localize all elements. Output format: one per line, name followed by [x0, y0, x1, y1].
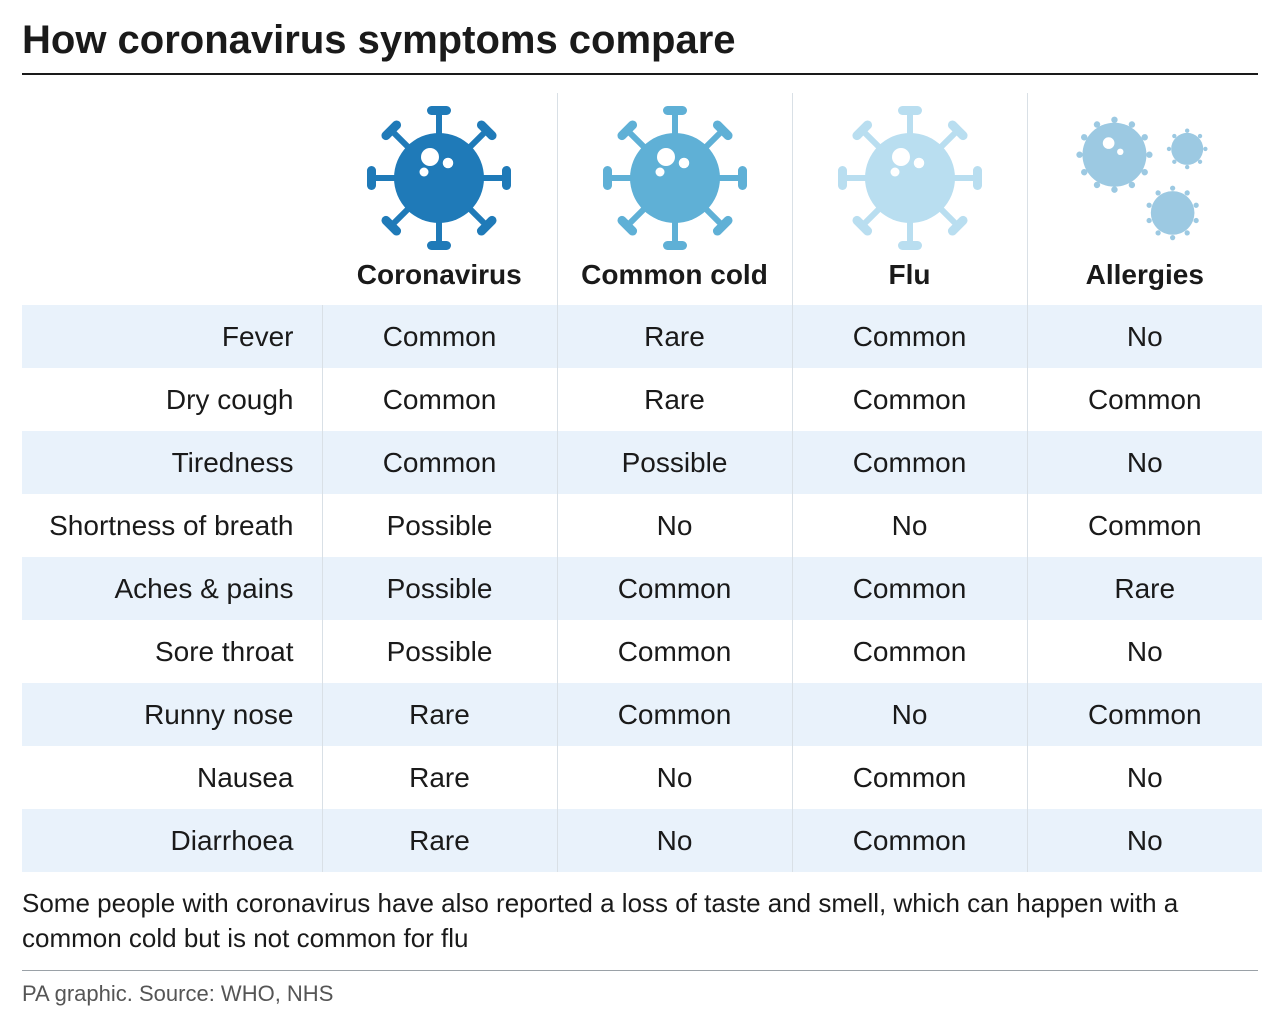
cell-value: Possible: [557, 431, 792, 494]
cell-value: Common: [1027, 683, 1262, 746]
table-row: TirednessCommonPossibleCommonNo: [22, 431, 1262, 494]
pollen-cluster-icon: [1034, 103, 1257, 253]
cell-value: No: [1027, 809, 1262, 872]
cell-value: Common: [557, 620, 792, 683]
cell-value: Common: [792, 746, 1027, 809]
table-row: Dry coughCommonRareCommonCommon: [22, 368, 1262, 431]
virus-icon: [564, 103, 786, 253]
column-label: Coronavirus: [328, 259, 551, 291]
cell-value: No: [1027, 620, 1262, 683]
footnote: Some people with coronavirus have also r…: [22, 886, 1258, 956]
table-row: Aches & painsPossibleCommonCommonRare: [22, 557, 1262, 620]
cell-value: Rare: [557, 368, 792, 431]
infographic-frame: How coronavirus symptoms compare: [0, 0, 1280, 1017]
table-row: Runny noseRareCommonNoCommon: [22, 683, 1262, 746]
cell-value: Common: [1027, 368, 1262, 431]
cell-value: No: [1027, 431, 1262, 494]
cell-value: Possible: [322, 557, 557, 620]
cell-value: No: [557, 746, 792, 809]
virus-cluster-icon: [1065, 103, 1225, 253]
symptom-label: Aches & pains: [22, 557, 322, 620]
table-header-row: Coronavirus: [22, 93, 1262, 305]
column-label: Common cold: [564, 259, 786, 291]
table-row: Shortness of breathPossibleNoNoCommon: [22, 494, 1262, 557]
cell-value: Rare: [322, 746, 557, 809]
symptom-label: Nausea: [22, 746, 322, 809]
cell-value: Common: [1027, 494, 1262, 557]
cell-value: Common: [792, 620, 1027, 683]
virus-large-icon: [364, 103, 514, 253]
cell-value: Common: [322, 368, 557, 431]
virus-icon: [799, 103, 1021, 253]
cell-value: Possible: [322, 494, 557, 557]
table-body: FeverCommonRareCommonNoDry coughCommonRa…: [22, 305, 1262, 872]
column-label: Flu: [799, 259, 1021, 291]
virus-icon: [328, 103, 551, 253]
cell-value: Rare: [322, 683, 557, 746]
cell-value: Rare: [322, 809, 557, 872]
symptom-label: Shortness of breath: [22, 494, 322, 557]
cell-value: No: [792, 494, 1027, 557]
cell-value: Common: [322, 305, 557, 368]
cell-value: Rare: [557, 305, 792, 368]
cell-value: Common: [322, 431, 557, 494]
column-header-coronavirus: Coronavirus: [322, 93, 557, 305]
symptom-comparison-table: Coronavirus: [22, 93, 1262, 872]
symptom-label: Runny nose: [22, 683, 322, 746]
column-label: Allergies: [1034, 259, 1257, 291]
cell-value: Common: [792, 557, 1027, 620]
source-credit: PA graphic. Source: WHO, NHS: [22, 981, 1258, 1007]
cell-value: No: [1027, 305, 1262, 368]
table-row: FeverCommonRareCommonNo: [22, 305, 1262, 368]
symptom-label: Sore throat: [22, 620, 322, 683]
cell-value: Common: [792, 809, 1027, 872]
cell-value: Common: [557, 683, 792, 746]
cell-value: No: [1027, 746, 1262, 809]
symptom-label: Tiredness: [22, 431, 322, 494]
column-header-flu: Flu: [792, 93, 1027, 305]
symptom-label: Dry cough: [22, 368, 322, 431]
page-title: How coronavirus symptoms compare: [22, 18, 1258, 63]
table-row: Sore throatPossibleCommonCommonNo: [22, 620, 1262, 683]
table-row: NauseaRareNoCommonNo: [22, 746, 1262, 809]
bottom-rule: [22, 970, 1258, 971]
virus-large-icon: [835, 103, 985, 253]
table-row: DiarrhoeaRareNoCommonNo: [22, 809, 1262, 872]
cell-value: No: [792, 683, 1027, 746]
column-header-allergies: Allergies: [1027, 93, 1262, 305]
cell-value: Common: [792, 305, 1027, 368]
top-rule: [22, 73, 1258, 75]
header-blank: [22, 93, 322, 305]
cell-value: No: [557, 809, 792, 872]
symptom-label: Fever: [22, 305, 322, 368]
cell-value: Rare: [1027, 557, 1262, 620]
cell-value: No: [557, 494, 792, 557]
virus-large-icon: [600, 103, 750, 253]
cell-value: Common: [792, 431, 1027, 494]
column-header-common-cold: Common cold: [557, 93, 792, 305]
cell-value: Possible: [322, 620, 557, 683]
cell-value: Common: [557, 557, 792, 620]
cell-value: Common: [792, 368, 1027, 431]
symptom-label: Diarrhoea: [22, 809, 322, 872]
